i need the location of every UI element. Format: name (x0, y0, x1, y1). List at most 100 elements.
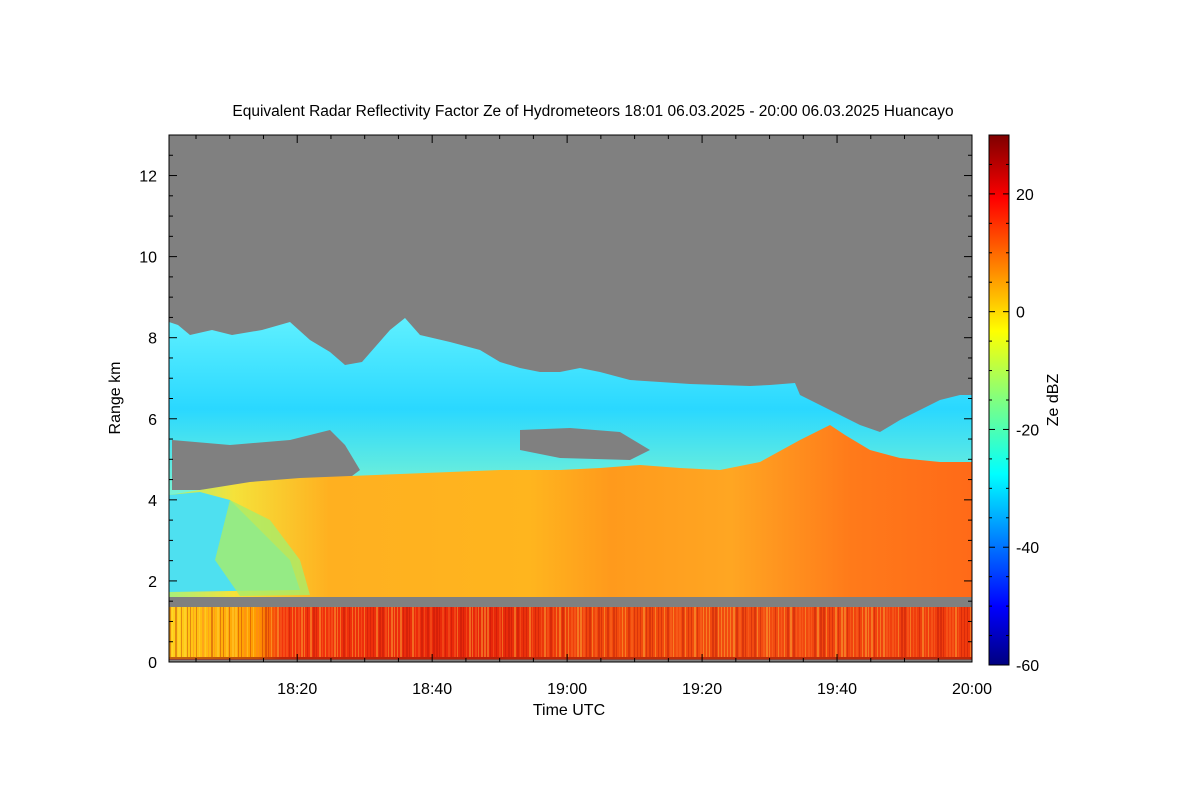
precipitation-streak (184, 607, 186, 657)
precipitation-streak (451, 607, 452, 657)
precipitation-streak (496, 607, 497, 657)
precipitation-streak (511, 607, 512, 657)
precipitation-streak (208, 607, 209, 657)
precipitation-streak (394, 607, 395, 657)
precipitation-streak (169, 607, 171, 657)
precipitation-streak (277, 607, 279, 657)
precipitation-streak (544, 607, 546, 657)
precipitation-streak (631, 607, 633, 657)
precipitation-streak (901, 607, 903, 657)
precipitation-streak (490, 607, 491, 657)
precipitation-streak (883, 607, 885, 657)
precipitation-streak (574, 607, 576, 657)
precipitation-streak (310, 607, 312, 657)
precipitation-streak (724, 607, 725, 657)
precipitation-band (169, 607, 972, 659)
precipitation-streak (940, 607, 942, 657)
precipitation-streak (754, 607, 756, 657)
precipitation-streak (484, 607, 486, 657)
low-reflectivity-patch (215, 500, 310, 596)
precipitation-streak (838, 607, 839, 657)
precipitation-streak (322, 607, 323, 657)
precipitation-streak (628, 607, 630, 657)
precipitation-streak (784, 607, 785, 657)
precipitation-streak (721, 607, 722, 657)
precipitation-streak (259, 607, 260, 657)
precipitation-streak (388, 607, 389, 657)
precipitation-streak (175, 607, 177, 657)
precipitation-streak (565, 607, 566, 657)
precipitation-streak (613, 607, 615, 657)
precipitation-streak (457, 607, 458, 657)
precipitation-streak (238, 607, 239, 657)
precipitation-streak (379, 607, 381, 657)
precipitation-streak (499, 607, 501, 657)
precipitation-streak (412, 607, 414, 657)
precipitation-streak (598, 607, 600, 657)
colorbar-tick-label: -60 (1016, 658, 1039, 675)
precipitation-streak (343, 607, 345, 657)
precipitation-streak (529, 607, 531, 657)
precipitation-streak (268, 607, 269, 657)
precipitation-streak (253, 607, 254, 657)
precipitation-streak (538, 607, 539, 657)
precipitation-streak (619, 607, 620, 657)
precipitation-streak (787, 607, 789, 657)
precipitation-streak (355, 607, 356, 657)
precipitation-streak (610, 607, 612, 657)
precipitation-streak (931, 607, 933, 657)
precipitation-streak (790, 607, 792, 657)
precipitation-streak (550, 607, 552, 657)
precipitation-streak (436, 607, 438, 657)
precipitation-streak (301, 607, 303, 657)
precipitation-streak (727, 607, 728, 657)
precipitation-streak (865, 607, 867, 657)
y-tick-label: 8 (148, 331, 157, 348)
precipitation-streak (439, 607, 440, 657)
precipitation-streak (658, 607, 659, 657)
precipitation-streak (922, 607, 924, 657)
precipitation-streak (757, 607, 758, 657)
precipitation-streak (571, 607, 573, 657)
precipitation-streak (856, 607, 858, 657)
precipitation-streak (781, 607, 782, 657)
precipitation-streak (694, 607, 696, 657)
precipitation-streak (601, 607, 602, 657)
precipitation-streak (655, 607, 656, 657)
precipitation-streak (664, 607, 665, 657)
precipitation-streak (880, 607, 881, 657)
precipitation-streak (448, 607, 450, 657)
precipitation-streak (562, 607, 564, 657)
precipitation-streak (352, 607, 353, 657)
precipitation-streak (523, 607, 524, 657)
precipitation-streak (742, 607, 744, 657)
precipitation-streak (289, 607, 290, 657)
x-tick-label: 19:00 (547, 681, 587, 698)
precipitation-streak (928, 607, 929, 657)
precipitation-streak (706, 607, 707, 657)
precipitation-streak (607, 607, 609, 657)
precipitation-streaks (169, 607, 971, 657)
precipitation-streak (946, 607, 948, 657)
precipitation-streak (292, 607, 293, 657)
precipitation-streak (829, 607, 830, 657)
x-tick-label: 19:20 (682, 681, 722, 698)
precipitation-streak (775, 607, 776, 657)
precipitation-streak (616, 607, 617, 657)
precipitation-streak (433, 607, 435, 657)
precipitation-streak (826, 607, 827, 657)
precipitation-streak (949, 607, 951, 657)
precipitation-streak (667, 607, 669, 657)
precipitation-streak (808, 607, 810, 657)
precipitation-streak (964, 607, 965, 657)
precipitation-streak (274, 607, 275, 657)
precipitation-streak (532, 607, 533, 657)
precipitation-streak (919, 607, 920, 657)
precipitation-streak (889, 607, 890, 657)
precipitation-streak (604, 607, 605, 657)
precipitation-streak (952, 607, 954, 657)
precipitation-streak (385, 607, 387, 657)
precipitation-streak (670, 607, 672, 657)
precipitation-streak (403, 607, 404, 657)
precipitation-streak (295, 607, 296, 657)
